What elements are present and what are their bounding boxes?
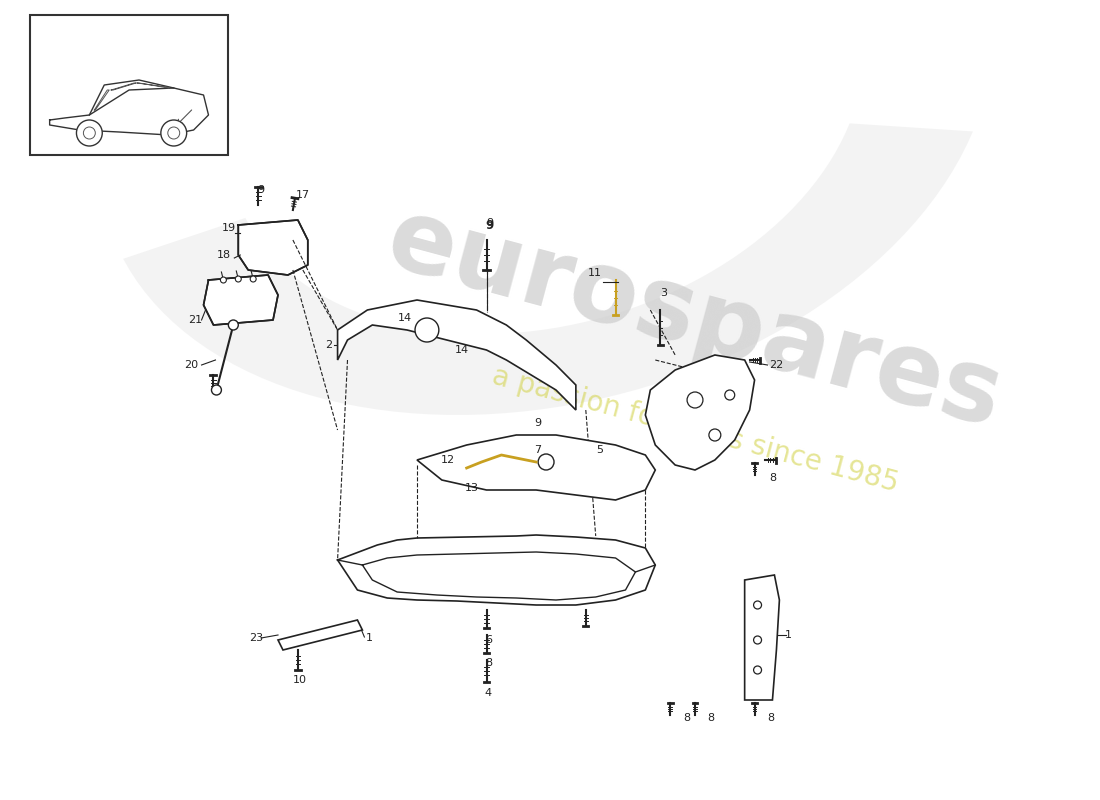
Polygon shape bbox=[204, 275, 278, 325]
Text: 3: 3 bbox=[660, 288, 667, 298]
Text: 23: 23 bbox=[249, 633, 263, 643]
Polygon shape bbox=[417, 435, 656, 500]
Text: 8: 8 bbox=[707, 713, 714, 723]
Text: 17: 17 bbox=[296, 190, 310, 200]
Text: 7: 7 bbox=[534, 445, 541, 455]
Polygon shape bbox=[239, 220, 308, 275]
Text: 9: 9 bbox=[485, 219, 494, 232]
Text: 19: 19 bbox=[222, 223, 236, 233]
Circle shape bbox=[754, 601, 761, 609]
Text: 14: 14 bbox=[398, 313, 412, 323]
Circle shape bbox=[161, 120, 187, 146]
Text: 4: 4 bbox=[485, 688, 492, 698]
Circle shape bbox=[708, 429, 720, 441]
Circle shape bbox=[725, 390, 735, 400]
Circle shape bbox=[77, 120, 102, 146]
Circle shape bbox=[754, 636, 761, 644]
Circle shape bbox=[250, 276, 256, 282]
Text: 9: 9 bbox=[486, 218, 493, 228]
Text: 8: 8 bbox=[485, 658, 492, 668]
PathPatch shape bbox=[123, 123, 972, 415]
Circle shape bbox=[220, 277, 227, 283]
Text: eurospares: eurospares bbox=[377, 191, 1013, 449]
Text: 18: 18 bbox=[217, 250, 231, 260]
Text: 11: 11 bbox=[587, 268, 602, 278]
Text: 20: 20 bbox=[185, 360, 199, 370]
Text: 21: 21 bbox=[188, 315, 202, 325]
Polygon shape bbox=[646, 355, 755, 470]
Text: 6: 6 bbox=[485, 635, 492, 645]
Bar bbox=[30, 15, 229, 155]
Circle shape bbox=[415, 318, 439, 342]
Text: 9: 9 bbox=[535, 418, 541, 428]
Text: 10: 10 bbox=[293, 675, 307, 685]
Circle shape bbox=[235, 276, 241, 282]
Circle shape bbox=[211, 385, 221, 395]
Text: 1: 1 bbox=[784, 630, 791, 640]
Text: 8: 8 bbox=[768, 713, 774, 723]
Polygon shape bbox=[278, 620, 362, 650]
Text: 13: 13 bbox=[464, 483, 478, 493]
Circle shape bbox=[754, 666, 761, 674]
Circle shape bbox=[538, 454, 554, 470]
Text: 8: 8 bbox=[770, 473, 777, 483]
Text: 9: 9 bbox=[257, 185, 265, 195]
Text: 1: 1 bbox=[365, 633, 373, 643]
Circle shape bbox=[688, 392, 703, 408]
Polygon shape bbox=[338, 300, 576, 410]
Circle shape bbox=[229, 320, 239, 330]
Text: 8: 8 bbox=[683, 713, 690, 723]
Text: 2: 2 bbox=[326, 340, 332, 350]
Text: 12: 12 bbox=[441, 455, 454, 465]
Text: 22: 22 bbox=[770, 360, 783, 370]
Text: 5: 5 bbox=[596, 445, 603, 455]
Text: a passion for parts since 1985: a passion for parts since 1985 bbox=[488, 362, 901, 498]
Polygon shape bbox=[745, 575, 780, 700]
Polygon shape bbox=[338, 535, 656, 605]
Text: 14: 14 bbox=[454, 345, 469, 355]
